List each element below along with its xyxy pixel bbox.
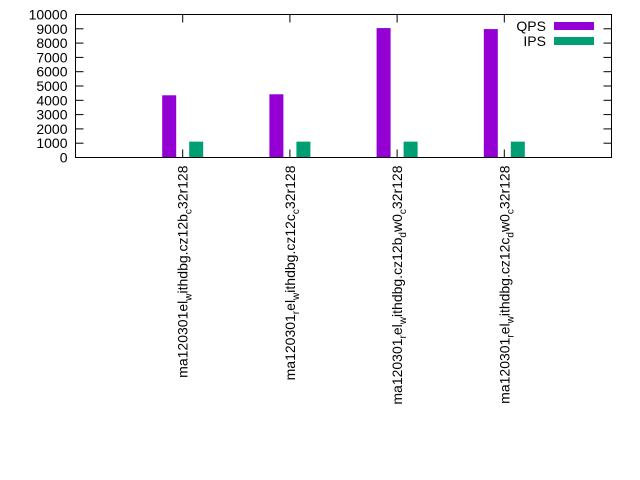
x-tick-label-part: w0 xyxy=(389,214,405,233)
legend-swatch xyxy=(554,37,594,45)
y-tick-label: 3000 xyxy=(36,107,67,123)
x-tick-label-subscript: c xyxy=(291,209,302,214)
x-tick-label-part: ithdbg.cz12c xyxy=(282,214,298,293)
legend-label: QPS xyxy=(516,18,546,34)
qps-bar xyxy=(376,28,391,158)
y-tick-label: 6000 xyxy=(36,64,67,80)
x-tick-label-subscript: r xyxy=(291,310,302,314)
x-tick-label-subscript: d xyxy=(398,232,409,238)
qps-bar xyxy=(483,29,498,158)
x-tick-label-subscript: c xyxy=(184,209,195,214)
x-tick-label-part: el xyxy=(175,301,191,312)
plot-frame xyxy=(75,14,612,158)
x-tick-label-part: ma120301 xyxy=(282,314,298,380)
y-tick-label: 10000 xyxy=(29,7,68,23)
ips-bar xyxy=(189,141,204,158)
x-tick-label-subscript: w xyxy=(505,315,516,324)
x-tick-label-subscript: r xyxy=(505,334,516,338)
x-tick-label-part: ma120301 xyxy=(175,311,191,377)
y-tick-label: 2000 xyxy=(36,121,67,137)
x-tick-label-part: 32r128 xyxy=(175,165,191,209)
y-tick-label: 9000 xyxy=(36,21,67,37)
x-tick-label-part: ithdbg.cz12b xyxy=(389,237,405,317)
x-tick-label-subscript: c xyxy=(505,209,516,214)
x-tick-label: ma120301relwithdbg.cz12cc32r128 xyxy=(282,165,302,380)
ips-bar xyxy=(296,141,311,158)
x-tick-label-part: w0 xyxy=(496,214,512,233)
x-tick-label-part: el xyxy=(282,300,298,311)
ips-bar xyxy=(403,141,418,158)
x-tick-label-subscript: c xyxy=(398,209,409,214)
x-tick-label-subscript: w xyxy=(184,293,195,302)
y-axis: 0100020003000400050006000700080009000100… xyxy=(29,7,612,166)
x-tick-label-subscript: w xyxy=(398,316,409,325)
legend-swatch xyxy=(554,22,594,30)
y-tick-label: 1000 xyxy=(36,135,67,151)
x-tick-label-part: 32r128 xyxy=(282,165,298,209)
x-axis: ma120301elwithdbg.cz12bc32r128ma120301re… xyxy=(175,14,516,405)
bars xyxy=(162,28,525,158)
y-tick-label: 0 xyxy=(60,150,68,166)
y-tick-label: 8000 xyxy=(36,35,67,51)
x-tick-label-part: ithdbg.cz12c xyxy=(496,238,512,317)
x-tick-label: ma120301relwithdbg.cz12cdw0c32r128 xyxy=(496,165,516,404)
x-tick-label-part: 32r128 xyxy=(496,165,512,209)
qps-bar xyxy=(162,95,177,158)
x-tick-label-part: el xyxy=(389,324,405,335)
x-tick-label-part: el xyxy=(496,323,512,334)
ips-bar xyxy=(510,141,525,158)
x-tick-label-part: 32r128 xyxy=(389,165,405,209)
x-tick-label-part: ma120301 xyxy=(389,338,405,404)
x-tick-label: ma120301elwithdbg.cz12bc32r128 xyxy=(175,165,195,378)
y-tick-label: 7000 xyxy=(36,49,67,65)
x-tick-label: ma120301relwithdbg.cz12bdw0c32r128 xyxy=(389,165,409,404)
x-tick-label-subscript: d xyxy=(505,232,516,238)
legend-label: IPS xyxy=(523,33,546,49)
x-tick-label-part: ithdbg.cz12b xyxy=(175,214,191,294)
x-tick-label-subscript: r xyxy=(398,334,409,338)
x-tick-label-subscript: w xyxy=(291,292,302,301)
y-tick-label: 4000 xyxy=(36,92,67,108)
x-tick-label-part: ma120301 xyxy=(496,337,512,403)
y-tick-label: 5000 xyxy=(36,78,67,94)
qps-bar xyxy=(269,94,284,158)
